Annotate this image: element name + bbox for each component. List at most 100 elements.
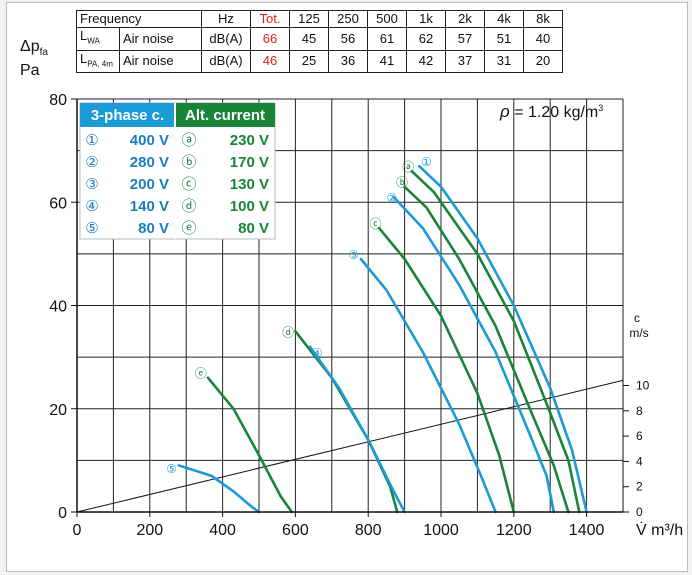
curve-label: ⓐ xyxy=(402,160,414,174)
lpa-code: LPA, 4m xyxy=(76,49,120,74)
legend-voltage-alt: 230 V xyxy=(230,132,269,149)
legend-num-alt: ⓔ xyxy=(181,219,196,237)
legend-voltage-alt: 130 V xyxy=(230,176,269,193)
header-250: 250 xyxy=(328,10,368,28)
legend-voltage-3phase: 140 V xyxy=(130,198,169,215)
curve-label: ① xyxy=(421,155,432,169)
velocity-tick-label: 10 xyxy=(636,379,650,393)
curve-label: ⓔ xyxy=(195,367,207,381)
fan-curve-three-phase xyxy=(359,257,497,514)
lpa-name: Air noise xyxy=(119,49,202,74)
lpa-1k: 42 xyxy=(406,49,446,74)
legend-num-alt: ⓓ xyxy=(181,197,196,215)
header-125: 125 xyxy=(289,10,329,28)
velocity-label-c: c xyxy=(634,311,640,325)
noise-row-lwa: LWA Air noise dB(A) 66 45 56 61 62 57 51… xyxy=(76,27,563,51)
density-annotation: ρ = 1.20 kg/m3 xyxy=(499,102,603,121)
x-tick-label: 1400 xyxy=(569,522,605,539)
chart-panel xyxy=(6,2,688,572)
legend-voltage-3phase: 80 V xyxy=(138,220,169,237)
lwa-code: LWA xyxy=(76,27,120,51)
curve-label: ⓑ xyxy=(396,176,408,190)
legend-num-3phase: ② xyxy=(85,153,98,171)
fan-curve-alt-current xyxy=(410,170,581,514)
lpa-2k: 37 xyxy=(445,49,485,74)
lwa-name: Air noise xyxy=(119,27,202,51)
noise-table-header: Frequency Hz Tot. 125 250 500 1k 2k 4k 8… xyxy=(76,10,563,28)
noise-row-lpa: LPA, 4m Air noise dB(A) 46 25 36 41 42 3… xyxy=(76,49,563,74)
y-tick-label: 0 xyxy=(58,505,67,522)
legend-num-alt: ⓒ xyxy=(181,175,196,193)
legend-voltage-3phase: 400 V xyxy=(130,132,169,149)
legend-num-3phase: ① xyxy=(85,131,98,149)
legend-num-alt: ⓐ xyxy=(181,131,196,149)
curve-label: ⑤ xyxy=(166,462,177,476)
velocity-label-unit: m/s xyxy=(629,326,648,340)
lwa-2k: 57 xyxy=(445,27,485,51)
lpa-tot: 46 xyxy=(250,49,290,74)
lpa-500: 41 xyxy=(367,49,407,74)
fan-curve-alt-current xyxy=(403,185,570,514)
lwa-4k: 51 xyxy=(484,27,524,51)
voltage-legend: 3-phase c. Alt. current ① 400 V ⓐ 230 V ② 280 V… xyxy=(79,102,276,240)
header-frequency: Frequency xyxy=(76,10,202,28)
y-tick-label: 60 xyxy=(49,195,67,212)
fan-curve-three-phase xyxy=(177,464,261,514)
legend-header-3phase-bg xyxy=(80,103,175,127)
lwa-unit: dB(A) xyxy=(201,27,251,51)
lpa-4k: 31 xyxy=(484,49,524,74)
y-tick-label: 40 xyxy=(49,299,67,316)
x-tick-label: 600 xyxy=(282,522,309,539)
curve-label: ⓓ xyxy=(282,325,294,339)
header-1k: 1k xyxy=(406,10,446,28)
x-tick-label: 200 xyxy=(136,522,163,539)
curve-label: ⓒ xyxy=(369,217,381,231)
header-hz: Hz xyxy=(201,10,251,28)
legend-voltage-3phase: 200 V xyxy=(130,176,169,193)
header-4k: 4k xyxy=(484,10,524,28)
lwa-8k: 40 xyxy=(523,27,563,51)
x-axis-label: V̇ m³/h xyxy=(636,521,683,539)
velocity-tick-label: 0 xyxy=(636,505,643,519)
legend-voltage-alt: 170 V xyxy=(230,154,269,171)
velocity-tick-label: 8 xyxy=(636,404,643,418)
legend-num-3phase: ⑤ xyxy=(85,219,98,237)
curve-label: ④ xyxy=(312,346,323,360)
fan-curve-three-phase xyxy=(417,164,588,514)
fan-curve-three-phase xyxy=(392,195,556,514)
velocity-line xyxy=(76,379,624,513)
lpa-unit: dB(A) xyxy=(201,49,251,74)
lwa-250: 56 xyxy=(328,27,368,51)
noise-table: Frequency Hz Tot. 125 250 500 1k 2k 4k 8… xyxy=(76,10,563,74)
x-tick-label: 0 xyxy=(73,522,82,539)
legend-num-3phase: ④ xyxy=(85,197,98,215)
legend-num-3phase: ③ xyxy=(85,175,98,193)
x-tick-label: 400 xyxy=(209,522,236,539)
lwa-500: 61 xyxy=(367,27,407,51)
lwa-tot: 66 xyxy=(250,27,290,51)
fan-curve-alt-current xyxy=(294,330,399,514)
fan-curve-three-phase xyxy=(308,345,406,514)
legend-header-3phase: 3-phase c. xyxy=(91,107,164,124)
legend-voltage-3phase: 280 V xyxy=(130,154,169,171)
fan-curves xyxy=(177,164,588,514)
x-tick-label: 800 xyxy=(355,522,382,539)
x-tick-label: 1200 xyxy=(496,522,532,539)
header-8k: 8k xyxy=(523,10,563,28)
header-2k: 2k xyxy=(445,10,485,28)
y-tick-label: 20 xyxy=(49,402,67,419)
legend-header-alt: Alt. current xyxy=(185,107,265,124)
fan-curve-alt-current xyxy=(377,226,516,514)
legend-voltage-alt: 100 V xyxy=(230,198,269,215)
velocity-tick-label: 6 xyxy=(636,429,643,443)
curve-label: ② xyxy=(386,191,397,205)
lwa-1k: 62 xyxy=(406,27,446,51)
y-tick-label: 80 xyxy=(49,92,67,109)
legend-voltage-alt: 80 V xyxy=(238,220,269,237)
velocity-tick-label: 4 xyxy=(636,454,643,468)
lpa-8k: 20 xyxy=(523,49,563,74)
legend-header-alt-bg xyxy=(175,103,275,127)
